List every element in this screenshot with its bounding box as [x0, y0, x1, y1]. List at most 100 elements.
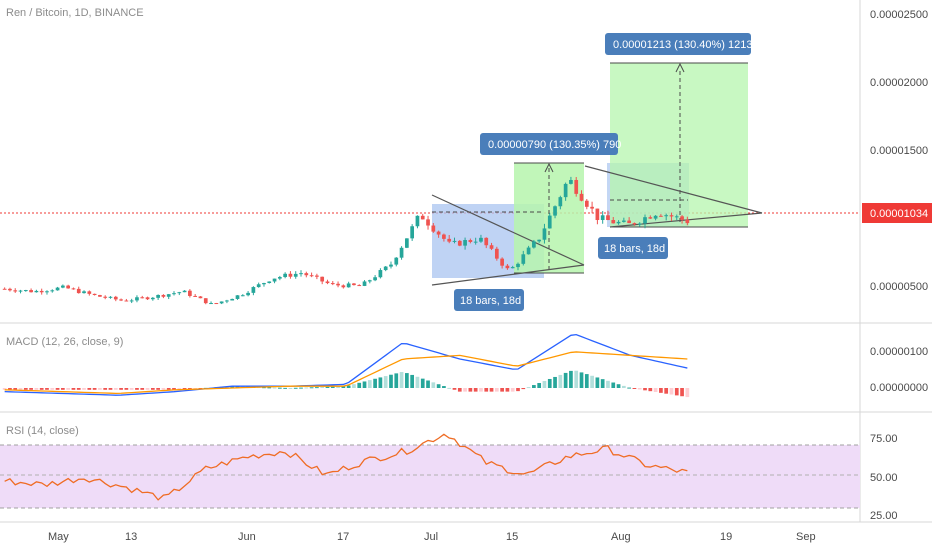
candle-body[interactable]	[484, 237, 489, 246]
price-axis[interactable]: 0.00002500 0.00002000 0.00001500 0.00000…	[862, 9, 932, 293]
candle-body[interactable]	[50, 290, 55, 292]
candle-body[interactable]	[616, 221, 621, 224]
candle-body[interactable]	[240, 295, 245, 297]
measure-1-label-bg[interactable]	[480, 133, 618, 155]
candle-body[interactable]	[621, 220, 626, 222]
candle-body[interactable]	[193, 295, 198, 297]
candle-body[interactable]	[595, 208, 600, 221]
candle-body[interactable]	[272, 278, 277, 282]
candle-body[interactable]	[246, 292, 250, 296]
rsi-pane[interactable]: RSI (14, close) 75.00 50.00 25.00	[0, 425, 898, 522]
triangle-2-upper-trendline[interactable]	[584, 165, 763, 214]
candle-body[interactable]	[182, 290, 187, 293]
candle-body[interactable]	[330, 283, 335, 285]
candle-body[interactable]	[140, 297, 145, 299]
candle-body[interactable]	[299, 273, 303, 275]
candle-body[interactable]	[489, 245, 494, 249]
candle-body[interactable]	[283, 273, 287, 278]
candle-body[interactable]	[659, 215, 663, 217]
candle-body[interactable]	[230, 298, 235, 301]
candle-body[interactable]	[214, 303, 219, 305]
candle-body[interactable]	[71, 288, 76, 290]
candle-body[interactable]	[685, 219, 690, 224]
candle-body[interactable]	[494, 248, 499, 259]
candle-body[interactable]	[367, 280, 372, 282]
candle-body[interactable]	[680, 216, 684, 220]
candle-body[interactable]	[399, 247, 404, 258]
candle-body[interactable]	[13, 290, 18, 292]
candle-body[interactable]	[277, 277, 282, 279]
candle-body[interactable]	[526, 247, 531, 255]
candle-body[interactable]	[188, 290, 192, 296]
candle-body[interactable]	[66, 285, 71, 289]
candle-body[interactable]	[579, 193, 584, 201]
candle-body[interactable]	[325, 281, 330, 284]
candle-body[interactable]	[362, 281, 367, 286]
candle-body[interactable]	[357, 285, 362, 287]
candle-body[interactable]	[521, 254, 526, 264]
candle-body[interactable]	[219, 301, 224, 304]
candle-body[interactable]	[637, 223, 642, 225]
candle-body[interactable]	[156, 294, 160, 298]
candle-body[interactable]	[627, 220, 631, 224]
triangle-1-lower-trendline[interactable]	[431, 264, 585, 286]
candle-body[interactable]	[113, 296, 118, 300]
candle-body[interactable]	[463, 240, 467, 246]
candle-body[interactable]	[468, 240, 473, 242]
candle-body[interactable]	[18, 290, 23, 292]
candle-body[interactable]	[119, 299, 123, 301]
price-pane[interactable]: Ren / Bitcoin, 1D, BINANCE	[6, 7, 144, 19]
candle-body[interactable]	[632, 223, 637, 225]
candle-body[interactable]	[664, 215, 669, 217]
candle-body[interactable]	[352, 283, 356, 286]
candle-body[interactable]	[98, 295, 102, 297]
candle-body[interactable]	[563, 183, 568, 198]
candle-body[interactable]	[436, 231, 441, 235]
candle-body[interactable]	[225, 300, 229, 302]
candle-body[interactable]	[129, 300, 134, 302]
candle-body[interactable]	[447, 238, 452, 242]
candle-body[interactable]	[150, 297, 155, 300]
macd-pane[interactable]: MACD (12, 26, close, 9) 0.00000100 0.000…	[2, 333, 928, 398]
candle-body[interactable]	[510, 267, 515, 269]
candle-body[interactable]	[346, 283, 351, 288]
bars-2-label-bg[interactable]	[598, 237, 668, 259]
triangle-1-upper-trendline[interactable]	[431, 194, 585, 266]
annotation-labels[interactable]: 0.00000790 (130.35%) 790 0.00001213 (130…	[454, 33, 752, 311]
candle-body[interactable]	[145, 297, 150, 300]
candle-body[interactable]	[92, 293, 97, 296]
candle-body[interactable]	[177, 292, 182, 294]
candle-body[interactable]	[198, 296, 203, 299]
candle-body[interactable]	[431, 225, 436, 232]
candle-body[interactable]	[304, 273, 309, 276]
candle-body[interactable]	[606, 215, 610, 221]
candle-body[interactable]	[235, 295, 240, 299]
candle-body[interactable]	[34, 290, 39, 293]
candle-body[interactable]	[251, 287, 256, 293]
candle-body[interactable]	[55, 287, 60, 291]
candle-body[interactable]	[505, 265, 510, 269]
candle-body[interactable]	[415, 215, 420, 227]
candle-body[interactable]	[209, 303, 213, 305]
candle-body[interactable]	[674, 216, 679, 218]
candle-body[interactable]	[653, 215, 658, 219]
candle-body[interactable]	[383, 266, 388, 271]
candle-body[interactable]	[516, 263, 520, 268]
candle-body[interactable]	[61, 285, 65, 288]
candle-body[interactable]	[341, 285, 346, 288]
candle-body[interactable]	[389, 264, 393, 267]
candle-body[interactable]	[547, 215, 552, 229]
candle-body[interactable]	[373, 277, 377, 281]
candle-body[interactable]	[405, 238, 409, 248]
candle-body[interactable]	[23, 290, 28, 292]
candle-body[interactable]	[87, 291, 92, 294]
candle-body[interactable]	[643, 217, 647, 224]
candle-body[interactable]	[256, 284, 261, 288]
candle-body[interactable]	[29, 290, 33, 293]
candle-body[interactable]	[457, 240, 462, 246]
candle-body[interactable]	[600, 215, 605, 221]
bars-1-label-bg[interactable]	[454, 289, 524, 311]
candle-body[interactable]	[442, 234, 446, 239]
candle-body[interactable]	[420, 215, 425, 220]
candlestick-series[interactable]	[2, 176, 690, 305]
